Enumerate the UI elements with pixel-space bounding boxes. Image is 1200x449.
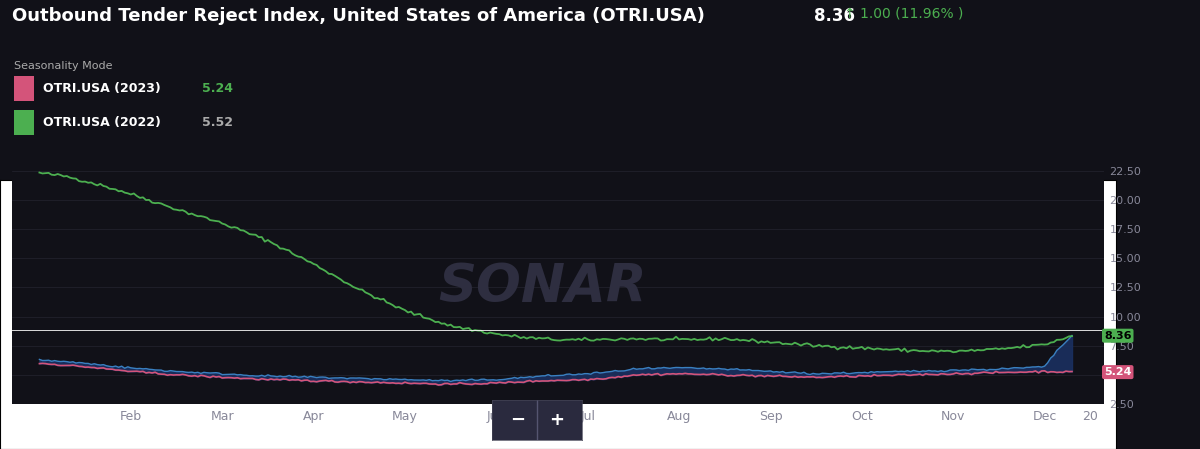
Text: 5.52: 5.52 bbox=[202, 116, 233, 128]
Text: 5.24: 5.24 bbox=[202, 82, 233, 95]
Text: 8.36: 8.36 bbox=[1104, 331, 1132, 341]
Text: −: − bbox=[510, 411, 524, 429]
Text: +: + bbox=[550, 411, 564, 429]
Text: 8.36: 8.36 bbox=[814, 7, 854, 25]
Text: Outbound Tender Reject Index, United States of America (OTRI.USA): Outbound Tender Reject Index, United Sta… bbox=[12, 7, 704, 25]
Text: OTRI.USA (2022): OTRI.USA (2022) bbox=[43, 116, 161, 128]
Text: OTRI.USA (2023): OTRI.USA (2023) bbox=[43, 82, 161, 95]
Text: Seasonality Mode: Seasonality Mode bbox=[14, 61, 113, 70]
Text: ↑ 1.00 (11.96% ): ↑ 1.00 (11.96% ) bbox=[844, 7, 962, 21]
Text: 5.24: 5.24 bbox=[1104, 367, 1132, 377]
Text: SONAR: SONAR bbox=[438, 261, 647, 313]
